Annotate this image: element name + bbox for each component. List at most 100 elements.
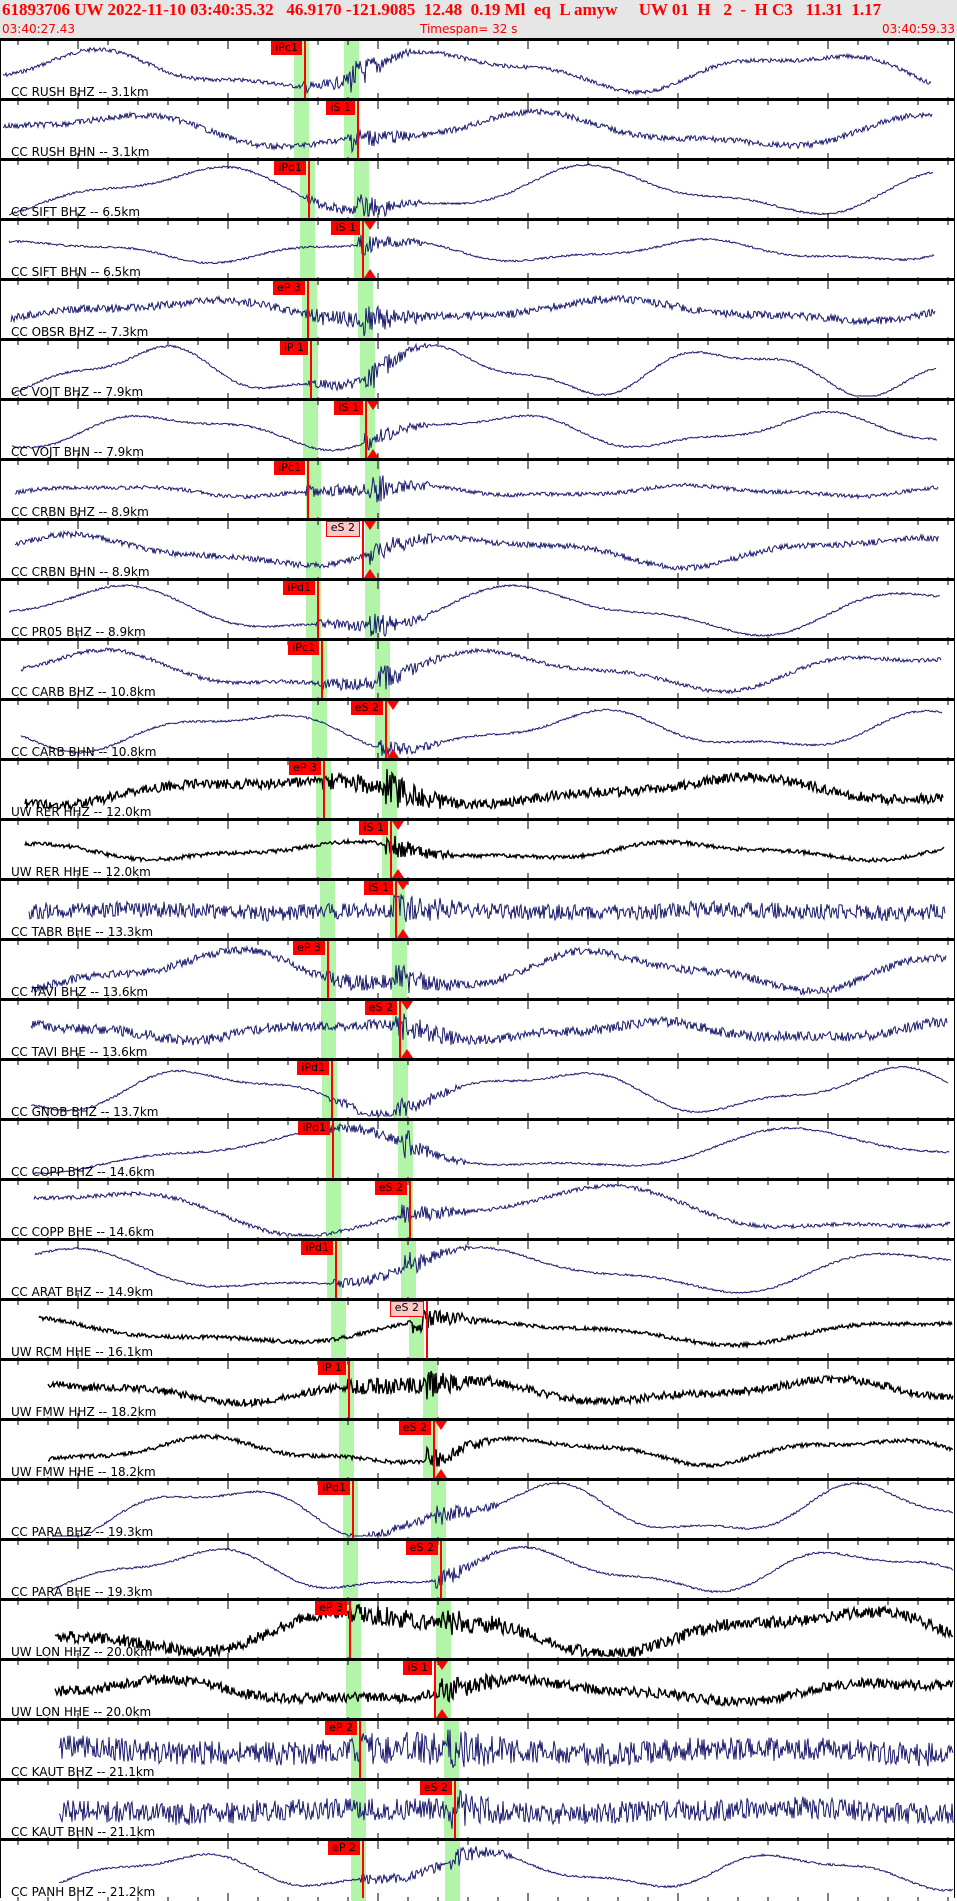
pick-marker-line[interactable] (409, 1181, 411, 1238)
waveform-trace[interactable] (1, 1601, 956, 1658)
trace-row-17[interactable]: iPd1 CC GNOB BHZ -- 13.7km (0, 1058, 955, 1121)
pick-label[interactable]: iS 1 (403, 1661, 432, 1675)
pick-label[interactable]: iPd1 (283, 581, 315, 595)
pick-marker-line[interactable] (349, 1601, 351, 1658)
pick-label[interactable]: iPd1 (298, 1121, 330, 1135)
waveform-trace[interactable] (1, 641, 956, 698)
trace-row-0[interactable]: iPc1 CC RUSH BHZ -- 3.1km (0, 38, 956, 101)
waveform-trace[interactable] (1, 161, 956, 218)
trace-row-18[interactable]: iPd1 CC COPP BHZ -- 14.6km (0, 1118, 956, 1181)
pick-marker-line[interactable] (317, 581, 319, 638)
pick-label[interactable]: eP 3 (315, 1601, 347, 1615)
pick-label[interactable]: eS 2 (398, 1421, 431, 1435)
pick-label[interactable]: iPd1 (318, 1481, 350, 1495)
pick-marker-line[interactable] (321, 641, 323, 698)
waveform-trace[interactable] (1, 1541, 956, 1598)
waveform-trace[interactable] (1, 1121, 956, 1178)
pick-label[interactable]: iS 1 (364, 881, 393, 895)
waveform-trace[interactable] (1, 701, 956, 758)
trace-row-12[interactable]: eP 3 UW RER HHZ -- 12.0km (0, 758, 956, 821)
pick-label[interactable]: eS 2 (405, 1541, 438, 1555)
pick-label[interactable]: iP 1 (317, 1361, 346, 1375)
pick-label[interactable]: iPc1 (271, 41, 302, 55)
waveform-trace[interactable] (1, 221, 956, 278)
pick-marker-line[interactable] (348, 1361, 350, 1418)
trace-row-5[interactable]: iP 1 CC VOJT BHZ -- 7.9km (0, 338, 956, 401)
trace-row-16[interactable]: eS 2 CC TAVI BHE -- 13.6km (0, 998, 956, 1061)
pick-label[interactable]: iS 1 (326, 101, 355, 115)
pick-label[interactable]: eP 3 (289, 761, 321, 775)
waveform-trace[interactable] (1, 581, 956, 638)
trace-row-4[interactable]: eP 3 CC OBSR BHZ -- 7.3km (0, 278, 956, 341)
trace-row-24[interactable]: iPd1 CC PARA BHZ -- 19.3km (0, 1478, 956, 1541)
pick-label[interactable]: eS 2 (350, 701, 383, 715)
waveform-trace[interactable] (1, 341, 956, 398)
pick-marker-line[interactable] (352, 1481, 354, 1538)
seismogram-panel[interactable]: iPc1 CC RUSH BHZ -- 3.1km iS 1 CC RUSH B… (0, 38, 957, 1901)
pick-marker-line[interactable] (327, 941, 329, 998)
pick-label[interactable]: iS 1 (359, 821, 388, 835)
trace-row-27[interactable]: iS 1 UW LON HHE -- 20.0km (0, 1658, 956, 1721)
trace-row-19[interactable]: eS 2 CC COPP BHE -- 14.6km (0, 1178, 955, 1241)
pick-label[interactable]: eS 2 (325, 521, 360, 537)
pick-marker-line[interactable] (440, 1541, 442, 1598)
pick-label[interactable]: iS 1 (331, 221, 360, 235)
waveform-trace[interactable] (1, 1241, 956, 1298)
pick-label[interactable]: iPc1 (288, 641, 319, 655)
trace-row-7[interactable]: iPc1 CC CRBN BHZ -- 8.9km (0, 458, 956, 521)
pick-marker-line[interactable] (365, 401, 367, 458)
trace-row-9[interactable]: iPd1 CC PR05 BHZ -- 8.9km (0, 578, 956, 641)
pick-marker-line[interactable] (304, 41, 306, 98)
pick-marker-line[interactable] (426, 1301, 428, 1358)
pick-label[interactable]: iP 1 (279, 341, 308, 355)
pick-label[interactable]: eP 3 (273, 281, 305, 295)
waveform-trace[interactable] (1, 101, 956, 158)
pick-marker-line[interactable] (357, 101, 359, 158)
trace-row-10[interactable]: iPc1 CC CARB BHZ -- 10.8km (0, 638, 956, 701)
trace-row-13[interactable]: iS 1 UW RER HHE -- 12.0km (0, 818, 955, 881)
waveform-trace[interactable] (1, 1421, 956, 1478)
pick-label[interactable]: iPd1 (297, 1061, 329, 1075)
trace-row-20[interactable]: iPd1 CC ARAT BHZ -- 14.9km (0, 1238, 956, 1301)
waveform-trace[interactable] (1, 461, 956, 518)
pick-label[interactable]: iPd1 (274, 161, 306, 175)
trace-row-28[interactable]: eP 2 CC KAUT BHZ -- 21.1km (0, 1718, 956, 1781)
trace-row-11[interactable]: eS 2 CC CARB BHN -- 10.8km (0, 698, 956, 761)
pick-marker-line[interactable] (390, 821, 392, 878)
pick-marker-line[interactable] (359, 1721, 361, 1778)
pick-marker-line[interactable] (395, 881, 397, 938)
pick-label[interactable]: eS 2 (389, 1301, 424, 1317)
trace-row-23[interactable]: eS 2 UW FMW HHE -- 18.2km (0, 1418, 956, 1481)
pick-label[interactable]: eS 2 (419, 1781, 452, 1795)
waveform-trace[interactable] (1, 1661, 956, 1718)
waveform-trace[interactable] (1, 761, 956, 818)
pick-marker-line[interactable] (434, 1661, 436, 1718)
waveform-trace[interactable] (1, 41, 956, 98)
waveform-trace[interactable] (1, 1481, 956, 1538)
pick-label[interactable]: eP 2 (328, 1841, 360, 1855)
pick-marker-line[interactable] (308, 161, 310, 218)
pick-label[interactable]: eS 2 (364, 1001, 397, 1015)
waveform-trace[interactable] (1, 881, 956, 938)
trace-row-3[interactable]: iS 1 CC SIFT BHN -- 6.5km (0, 218, 956, 281)
trace-row-14[interactable]: iS 1 CC TABR BHE -- 13.3km (0, 878, 956, 941)
pick-marker-line[interactable] (385, 701, 387, 758)
trace-row-29[interactable]: eS 2 CC KAUT BHN -- 21.1km (0, 1778, 955, 1841)
pick-marker-line[interactable] (454, 1781, 456, 1838)
waveform-trace[interactable] (1, 941, 956, 998)
pick-label[interactable]: eP 2 (325, 1721, 357, 1735)
waveform-trace[interactable] (1, 1841, 956, 1898)
pick-marker-line[interactable] (331, 1061, 333, 1118)
waveform-trace[interactable] (1, 1721, 956, 1778)
trace-row-30[interactable]: eP 2 CC PANH BHZ -- 21.2km (0, 1838, 956, 1901)
pick-marker-line[interactable] (307, 461, 309, 518)
trace-row-6[interactable]: iS 1 CC VOJT BHN -- 7.9km (0, 398, 955, 461)
waveform-trace[interactable] (1, 1001, 956, 1058)
waveform-trace[interactable] (1, 521, 956, 578)
waveform-trace[interactable] (1, 281, 956, 338)
pick-marker-line[interactable] (362, 221, 364, 278)
pick-label[interactable]: iPc1 (274, 461, 305, 475)
pick-marker-line[interactable] (362, 1841, 364, 1898)
trace-row-2[interactable]: iPd1 CC SIFT BHZ -- 6.5km (0, 158, 956, 221)
pick-label[interactable]: iS 1 (334, 401, 363, 415)
